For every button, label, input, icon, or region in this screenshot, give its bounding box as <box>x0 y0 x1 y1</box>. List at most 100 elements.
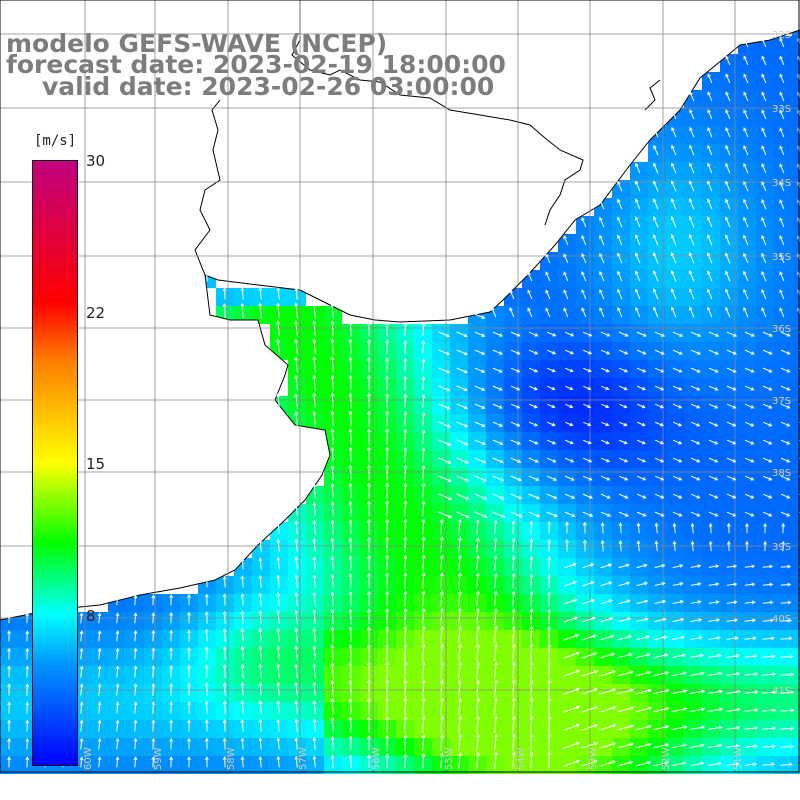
wind-vector <box>473 511 487 518</box>
wind-vector-head <box>367 464 371 469</box>
wind-vector <box>762 349 773 355</box>
wind-vector <box>708 439 718 445</box>
wind-vector-head <box>204 700 209 705</box>
wind-vector-head <box>458 607 462 612</box>
wind-vector-head <box>151 612 156 617</box>
wind-vector <box>277 664 280 679</box>
wind-vector <box>494 734 497 751</box>
wind-vector-head <box>446 406 451 410</box>
wind-vector <box>223 701 226 714</box>
wind-vector <box>671 234 677 246</box>
wind-vector <box>422 341 425 354</box>
wind-vector <box>726 457 736 463</box>
wind-vector <box>671 145 677 156</box>
wind-vector <box>349 662 352 679</box>
wind-vector <box>313 610 316 625</box>
wind-vector-head <box>771 762 776 767</box>
wind-vector <box>779 307 785 318</box>
wind-vector-head <box>440 715 444 720</box>
wind-vector <box>474 475 487 482</box>
wind-vector-head <box>652 270 657 275</box>
wind-vector-head <box>732 351 737 355</box>
wind-vector <box>618 582 630 587</box>
wind-vector-head <box>624 351 629 355</box>
wind-vector <box>565 439 574 444</box>
wind-vector-head <box>476 751 480 756</box>
wind-vector <box>671 109 677 120</box>
wind-vector-head <box>348 643 353 648</box>
longitude-label: 60W <box>83 747 94 770</box>
wind-vector-head <box>476 607 480 612</box>
wind-vector-head <box>641 404 646 409</box>
wind-vector-head <box>222 737 227 742</box>
wind-vector-head <box>768 369 773 373</box>
wind-vector-head <box>606 333 611 337</box>
wind-vector <box>331 610 334 625</box>
wind-vector-head <box>647 688 653 693</box>
wind-vector-head <box>768 477 773 481</box>
wind-vector-head <box>606 477 611 481</box>
wind-vector-head <box>589 513 594 517</box>
wind-vector <box>422 483 425 499</box>
wind-vector-head <box>787 582 792 587</box>
wind-vector <box>780 349 790 355</box>
wind-vector <box>512 608 515 625</box>
wind-vector <box>512 662 515 679</box>
wind-vector <box>509 290 515 300</box>
wind-vector-head <box>714 477 719 481</box>
wind-vector-head <box>330 754 335 759</box>
wind-vector-head <box>547 733 552 738</box>
wind-vector-head <box>786 459 791 463</box>
wind-vector <box>331 538 334 553</box>
wind-vector-head <box>647 670 652 675</box>
wind-vector-head <box>679 351 684 355</box>
wind-vector-head <box>440 661 444 666</box>
wind-vector <box>331 574 334 589</box>
wind-vector-head <box>385 625 390 630</box>
wind-vector-head <box>447 460 452 464</box>
longitude-label: 52W <box>661 747 672 770</box>
wind-vector-head <box>591 598 596 603</box>
wind-vector <box>510 403 520 409</box>
wind-vector-head <box>204 737 209 742</box>
wind-vector <box>404 680 407 697</box>
wind-vector-head <box>25 665 30 670</box>
wind-vector <box>295 375 298 391</box>
wind-vector-head <box>718 743 723 748</box>
wind-vector <box>780 493 790 499</box>
wind-vector-head <box>688 306 693 311</box>
wind-vector <box>635 671 651 677</box>
wind-vector <box>295 339 298 355</box>
wind-vector <box>761 691 776 694</box>
wind-vector <box>277 339 280 355</box>
wind-vector <box>350 465 352 481</box>
wind-vector-head <box>294 392 299 397</box>
wind-vector-head <box>725 91 729 96</box>
wind-vector <box>725 271 731 282</box>
wind-vector <box>654 564 665 569</box>
wind-vector <box>725 708 740 712</box>
wind-vector <box>653 654 668 659</box>
wind-vector <box>654 475 664 481</box>
wind-vector <box>726 583 737 586</box>
wind-vector-head <box>151 665 156 670</box>
wind-vector <box>582 475 592 481</box>
wind-vector-head <box>511 555 516 560</box>
wind-vector-head <box>551 404 556 409</box>
wind-vector-head <box>725 55 729 60</box>
wind-vector <box>438 385 450 392</box>
wind-vector-head <box>576 705 581 710</box>
wind-vector-head <box>276 645 281 650</box>
wind-vector <box>672 618 684 623</box>
wind-vector-head <box>366 697 371 702</box>
latitude-label: 38S <box>772 468 791 479</box>
wind-vector-head <box>630 706 635 710</box>
wind-vector-head <box>494 643 498 648</box>
wind-vector <box>617 743 634 749</box>
wind-vector <box>744 511 754 517</box>
wind-vector-head <box>535 495 540 500</box>
wind-vector-head <box>608 599 613 603</box>
wind-vector-head <box>689 109 693 114</box>
wind-vector-head <box>403 428 408 433</box>
wind-vector <box>241 611 244 624</box>
